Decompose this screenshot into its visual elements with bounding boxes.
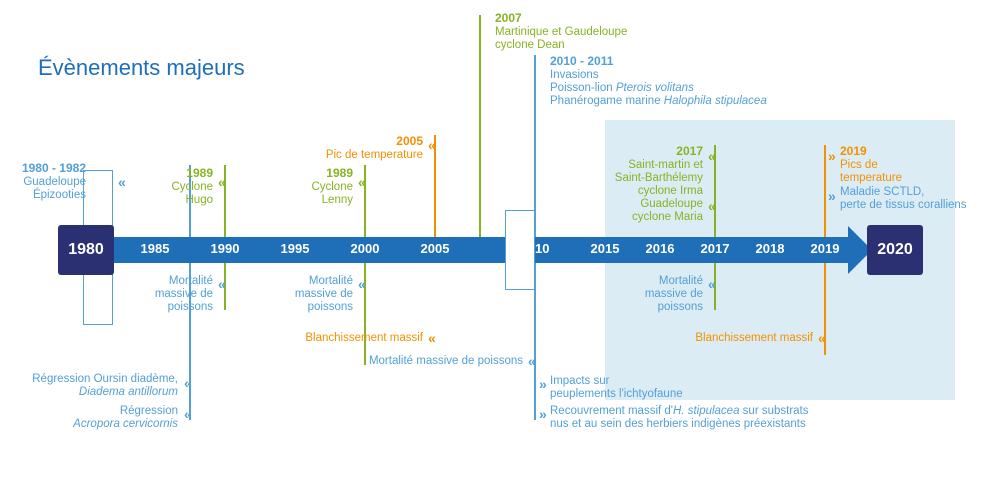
timeline-event: Recouvrement massif d'H. stipulacea sur … xyxy=(550,405,870,431)
chevron-icon: « xyxy=(184,406,192,422)
chevron-icon: » xyxy=(539,376,547,392)
timeline-event: 1989CycloneLenny xyxy=(278,167,353,207)
timeline-event: Blanchissement massif xyxy=(268,332,423,345)
timeline-event: Impacts surpeuplements l'ichtyofaune xyxy=(550,375,850,401)
chevron-icon: » xyxy=(828,148,836,164)
timeline-event: Mortalitémassive depoissons xyxy=(633,275,703,315)
axis-tick: 1995 xyxy=(281,241,310,256)
axis-tick: 1985 xyxy=(141,241,170,256)
chevron-icon: « xyxy=(184,375,192,391)
axis-tick: 2005 xyxy=(421,241,450,256)
timeline-event: 2017Saint-martin etSaint-Barthélemycyclo… xyxy=(588,145,703,198)
timeline-event: 2007Martinique et Gaudeloupecyclone Dean xyxy=(495,12,675,52)
chevron-icon: « xyxy=(818,330,826,346)
axis-tick: 2017 xyxy=(701,241,730,256)
chevron-icon: « xyxy=(358,276,366,292)
chevron-icon: « xyxy=(708,276,716,292)
chevron-icon: » xyxy=(828,188,836,204)
span-marker xyxy=(505,210,535,290)
axis-tick: 1990 xyxy=(211,241,240,256)
chevron-icon: « xyxy=(708,148,716,164)
chevron-icon: « xyxy=(118,174,126,190)
timeline-event: Blanchissement massif xyxy=(658,332,813,345)
chevron-icon: « xyxy=(528,353,536,369)
timeline-event: 2005Pic de temperature xyxy=(298,135,423,162)
timeline-end-box: 2020 xyxy=(867,225,923,275)
timeline-start-box: 1980 xyxy=(58,225,114,275)
axis-tick: 2000 xyxy=(351,241,380,256)
timeline-event: Mortalitémassive depoissons xyxy=(143,275,213,315)
chevron-icon: » xyxy=(539,406,547,422)
chevron-icon: « xyxy=(428,137,436,153)
axis-tick: 2019 xyxy=(811,241,840,256)
chevron-icon: « xyxy=(218,276,226,292)
timeline-event: Maladie SCTLD,perte de tissus coralliens xyxy=(840,186,990,212)
timeline-event: RégressionAcropora cervicornis xyxy=(8,405,178,431)
timeline-event: Mortalitémassive depoissons xyxy=(283,275,353,315)
page-title: Évènements majeurs xyxy=(38,55,245,81)
chevron-icon: « xyxy=(358,174,366,190)
axis-tick: 2015 xyxy=(591,241,620,256)
chevron-icon: « xyxy=(428,330,436,346)
timeline-event: Guadeloupecyclone Maria xyxy=(588,198,703,224)
chevron-icon: « xyxy=(218,174,226,190)
axis-tick: 2016 xyxy=(646,241,675,256)
timeline-event: 2019Pics detemperature xyxy=(840,145,985,185)
timeline-event: 2010 - 2011InvasionsPoisson-lion Pterois… xyxy=(550,55,830,108)
timeline-event: 1989CycloneHugo xyxy=(138,167,213,207)
timeline-event: Régression Oursin diadème,Diadema antill… xyxy=(8,373,178,399)
axis-tick: 2018 xyxy=(756,241,785,256)
chevron-icon: « xyxy=(708,198,716,214)
timeline-event: 1980 - 1982GuadeloupeÉpizooties xyxy=(0,162,86,202)
timeline-event: Mortalité massive de poissons xyxy=(348,355,523,368)
event-vline xyxy=(479,15,481,260)
timeline-bar xyxy=(68,237,850,263)
